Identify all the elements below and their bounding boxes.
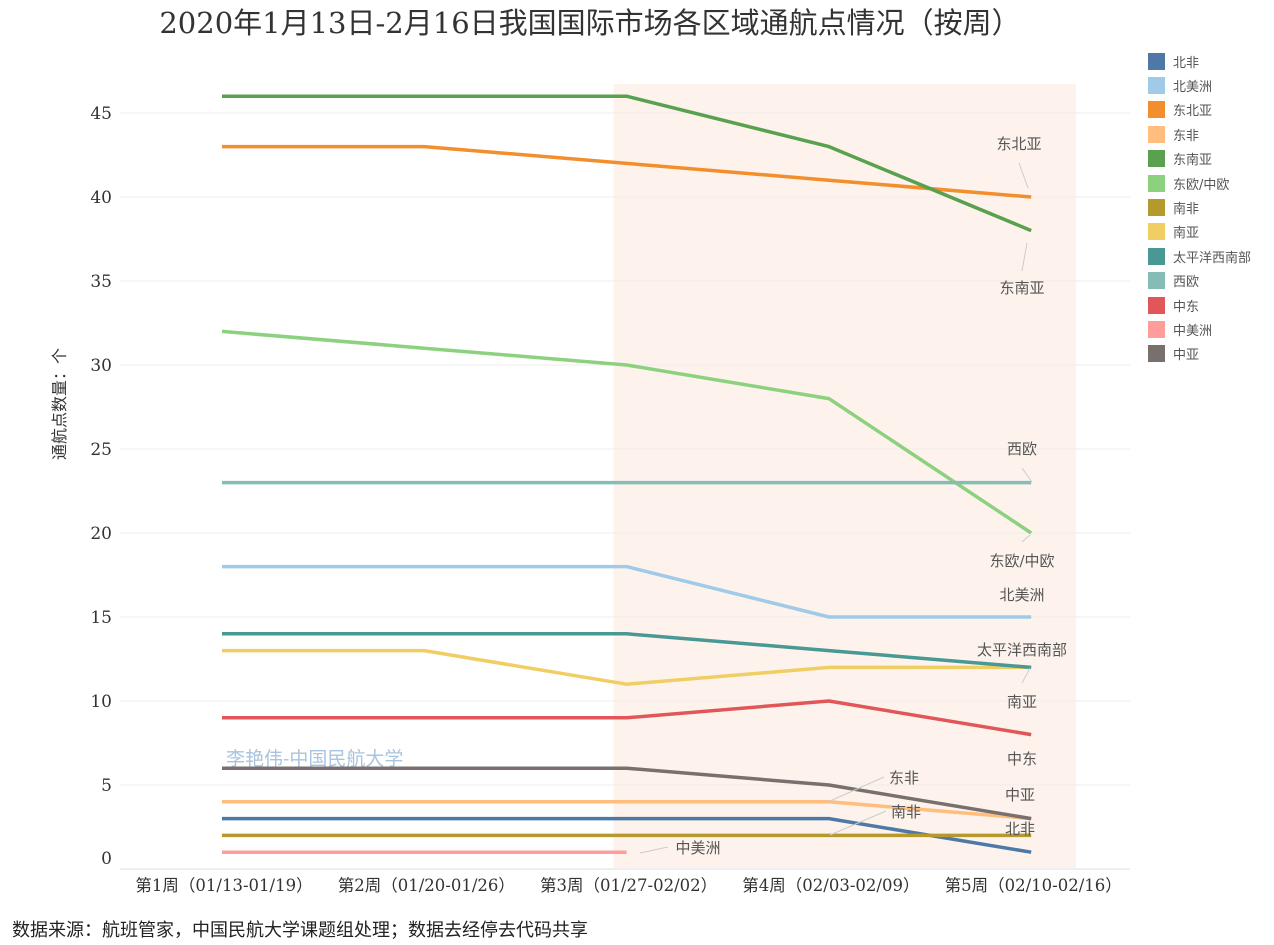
legend-label: 东北亚 [1173, 104, 1213, 120]
legend-label: 西欧 [1173, 275, 1200, 291]
leader-line [829, 776, 885, 802]
x-tick-label: 第5周（02/10-02/16） [945, 876, 1122, 895]
series-label: 东南亚 [999, 279, 1044, 297]
watermark: 李艳伟-中国民航大学 [226, 748, 403, 770]
legend-label: 北美洲 [1173, 80, 1213, 96]
series-label: 东北亚 [996, 135, 1041, 153]
series-line-东欧/中欧 [221, 329, 1033, 535]
series-label: 北美洲 [999, 586, 1044, 604]
y-tick-label: 5 [101, 776, 112, 796]
series-label: 东非 [889, 769, 919, 787]
legend-swatch [1148, 296, 1165, 314]
y-tick-label: 0 [101, 849, 112, 869]
leader-line [1021, 534, 1031, 543]
series-label: 中亚 [1005, 786, 1035, 804]
series-label: 中美洲 [675, 839, 720, 857]
legend-label: 北非 [1173, 55, 1200, 71]
legend-item[interactable]: 西欧 [1148, 269, 1251, 293]
legend-label: 中东 [1173, 299, 1200, 315]
legend-swatch [1148, 320, 1165, 338]
legend-label: 东欧/中欧 [1173, 177, 1230, 193]
legend-item[interactable]: 东北亚 [1148, 98, 1251, 122]
line-chart: 0 5 10 15 20 25 30 35 40 45 第1周（01/13-01/19） 第2周（01… [90, 84, 1130, 895]
series-label: 东欧/中欧 [989, 552, 1054, 570]
series-label: 中东 [1007, 750, 1037, 768]
leader-line [1018, 162, 1029, 189]
legend-label: 南亚 [1173, 226, 1200, 242]
series-label: 南非 [891, 803, 921, 821]
legend-label: 东南亚 [1173, 153, 1213, 169]
y-tick-label: 45 [90, 104, 112, 124]
y-tick-label: 10 [90, 692, 112, 712]
series-label: 北非 [1005, 820, 1035, 838]
legend-swatch [1148, 199, 1165, 217]
legend-item[interactable]: 东非 [1148, 122, 1251, 146]
legend-item[interactable]: 南亚 [1148, 220, 1251, 244]
legend-swatch [1148, 223, 1165, 241]
y-tick-label: 25 [90, 440, 112, 460]
legend-item[interactable]: 东欧/中欧 [1148, 171, 1251, 195]
series-label: 西欧 [1007, 440, 1037, 458]
source-note: 数据来源：航班管家，中国民航大学课题组处理；数据去经停去代码共享 [12, 920, 588, 941]
series-line-东非 [222, 800, 1032, 821]
y-tick-label: 30 [90, 356, 112, 376]
legend-swatch [1148, 247, 1165, 265]
legend-swatch [1148, 52, 1165, 70]
legend-item[interactable]: 中亚 [1148, 342, 1251, 366]
legend-label: 太平洋西南部 [1173, 250, 1252, 266]
series-line-太平洋西南部 [222, 632, 1032, 670]
legend-label: 东非 [1173, 128, 1200, 144]
series-line-东北亚 [222, 144, 1032, 199]
series-line-北非 [222, 816, 1032, 854]
legend-label: 中亚 [1173, 348, 1200, 364]
series-line-东南亚 [222, 94, 1032, 233]
legend-item[interactable]: 北美洲 [1148, 73, 1251, 97]
legend-swatch [1148, 101, 1165, 119]
legend-label: 南非 [1173, 202, 1200, 218]
legend-item[interactable]: 中美洲 [1148, 317, 1251, 341]
legend-item[interactable]: 东南亚 [1148, 147, 1251, 171]
series-line-北美洲 [222, 564, 1032, 619]
legend-item[interactable]: 太平洋西南部 [1148, 244, 1251, 268]
leader-line [829, 810, 887, 836]
legend-item[interactable]: 北非 [1148, 49, 1251, 73]
legend-swatch [1148, 345, 1165, 363]
series-line-南亚 [222, 648, 1032, 686]
legend-item[interactable]: 南非 [1148, 195, 1251, 219]
legend-swatch [1148, 77, 1165, 95]
y-tick-label: 35 [90, 272, 112, 292]
series-label: 南亚 [1007, 693, 1037, 711]
series-label: 太平洋西南部 [977, 641, 1067, 659]
leader-line [1021, 467, 1033, 483]
legend-label: 中美洲 [1173, 323, 1213, 339]
x-tick-label: 第3周（01/27-02/02） [540, 876, 717, 895]
legend-swatch [1148, 174, 1165, 192]
leader-line [1021, 242, 1028, 272]
highlight-region [613, 84, 1076, 868]
y-tick-label: 40 [90, 188, 112, 208]
legend-swatch [1148, 272, 1165, 290]
chart-title: 2020年1月13日-2月16日我国国际市场各区域通航点情况（按周） [159, 6, 1021, 40]
legend-item[interactable]: 中东 [1148, 293, 1251, 317]
leader-line [1021, 667, 1031, 684]
leader-line [639, 846, 669, 854]
series-line-中亚 [222, 766, 1032, 821]
legend-swatch [1148, 125, 1165, 143]
legend: 北非北美洲东北亚东非东南亚东欧/中欧南非南亚太平洋西南部 西欧中东中美洲中亚 [1148, 49, 1251, 366]
y-tick-label: 20 [90, 524, 112, 544]
x-tick-label: 第4周（02/03-02/09） [742, 876, 919, 895]
y-tick-label: 15 [90, 608, 112, 628]
series-line-中东 [222, 699, 1032, 737]
x-tick-label: 第1周（01/13-01/19） [135, 876, 312, 895]
x-tick-label: 第2周（01/20-01/26） [338, 876, 515, 895]
legend-swatch [1148, 150, 1165, 168]
